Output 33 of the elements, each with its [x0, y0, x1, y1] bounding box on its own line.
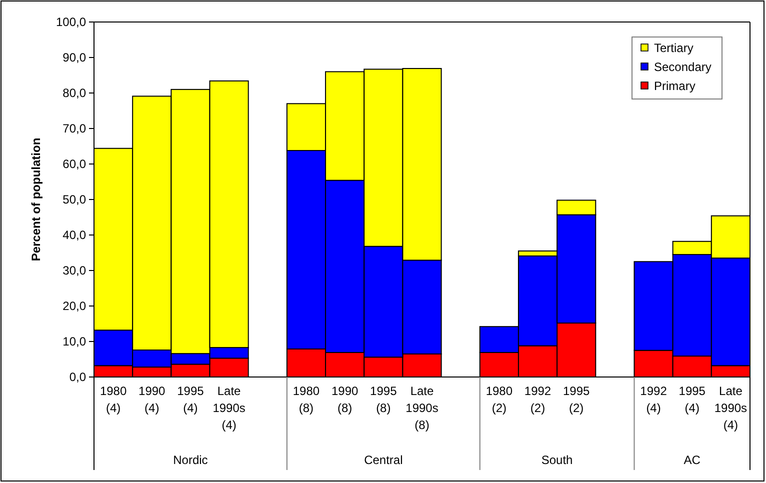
x-tick-label: 1980 (4): [100, 384, 127, 415]
legend-label: Primary: [654, 79, 696, 93]
text: Central: [364, 453, 403, 467]
y-tick-label: 0,0: [69, 370, 86, 384]
x-tick-label: Late 1990s (4): [714, 384, 748, 432]
y-tick-label: 100,0: [56, 15, 86, 29]
text: Nordic: [173, 453, 208, 467]
y-tick-label: 60,0: [62, 157, 86, 171]
x-tick-label: 1995 (8): [370, 384, 398, 415]
y-tick-label: 20,0: [62, 299, 86, 313]
y-tick-label: 10,0: [62, 334, 86, 348]
y-tick-label: 80,0: [62, 86, 86, 100]
y-tick-label: 70,0: [62, 122, 86, 136]
x-tick-label: 1995 (2): [563, 384, 590, 415]
x-tick-label: 1990 (8): [331, 384, 358, 415]
x-tick-label: 1995 (4): [678, 384, 706, 415]
y-tick-label: 40,0: [62, 228, 86, 242]
x-tick-label: 1990 (4): [138, 384, 166, 415]
x-tick-label: 1980 (2): [486, 384, 513, 415]
x-tick-label: Late 1990s (4): [212, 384, 246, 432]
x-tick-label: Late 1990s (8): [406, 384, 438, 432]
x-tick-label: 1992 (4): [640, 384, 668, 415]
x-tick-label: 1992 (2): [524, 384, 552, 415]
legend-label: Tertiary: [654, 41, 694, 55]
legend-label: Secondary: [654, 60, 712, 74]
y-tick-label: 50,0: [62, 192, 86, 206]
text: AC: [684, 453, 701, 467]
y-axis-title: Percent of population: [29, 138, 43, 262]
x-tick-label: 1995 (4): [177, 384, 204, 415]
x-tick-label: 1980 (8): [292, 384, 320, 415]
y-tick-label: 30,0: [62, 264, 86, 278]
y-tick-label: 90,0: [62, 50, 86, 64]
text: South: [541, 453, 573, 467]
